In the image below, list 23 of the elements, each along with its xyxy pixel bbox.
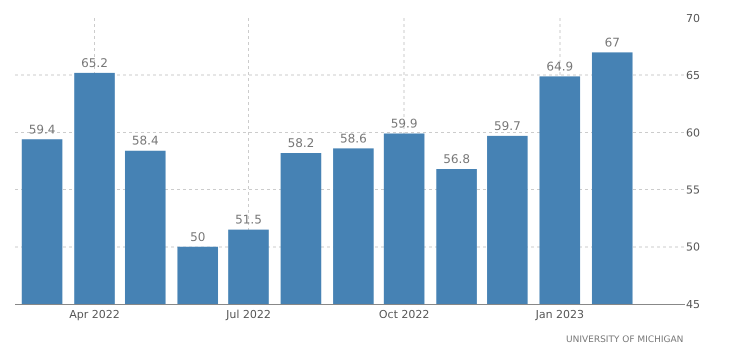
y-tick-label: 65 (686, 69, 700, 82)
data-label: 59.7 (494, 118, 521, 133)
data-label: 51.5 (235, 212, 262, 227)
y-tick-label: 50 (686, 240, 700, 254)
data-label: 50 (190, 230, 206, 244)
x-tick-label: Jan 2023 (534, 308, 584, 322)
y-tick-label: 45 (686, 298, 700, 311)
y-tick-label: 70 (686, 12, 700, 25)
y-tick-label: 55 (686, 183, 700, 196)
data-label: 58.6 (340, 131, 367, 146)
x-tick-label: Jul 2022 (225, 308, 271, 322)
data-label: 58.2 (288, 136, 314, 150)
x-tick-label: Apr 2022 (69, 308, 120, 322)
data-label: 58.4 (132, 134, 159, 148)
data-label: 67 (604, 35, 620, 50)
data-label: 64.9 (546, 59, 574, 74)
data-label: 56.8 (443, 152, 470, 166)
x-tick-label: Oct 2022 (378, 308, 430, 322)
y-tick-label: 60 (686, 126, 700, 140)
data-label: 59.9 (390, 116, 418, 131)
data-label: 65.2 (81, 56, 108, 70)
data-label: 59.4 (28, 122, 56, 136)
text: UNIVERSITY OF MICHIGAN (566, 335, 684, 345)
